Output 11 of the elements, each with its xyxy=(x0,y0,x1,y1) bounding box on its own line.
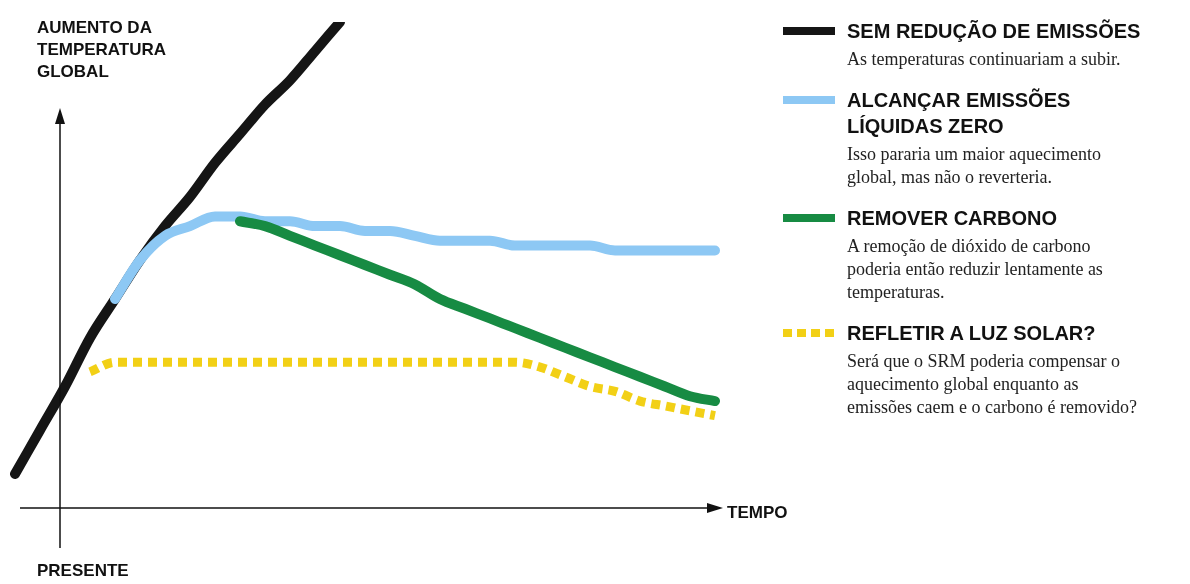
text: PRESENTE xyxy=(37,560,129,582)
text: As temperaturas continuariam a subir. xyxy=(847,48,1122,71)
legend-label: REFLETIR A LUZ SOLAR? xyxy=(847,321,1097,346)
x-axis-title: TEMPO xyxy=(727,502,788,524)
text: Será que o SRM poderia compensar o aquecimento global enquanto as emissões caem e o carbono é removido? xyxy=(847,350,1137,419)
legend-label: ALCANÇAR EMISSÕES LÍQUIDAS ZERO xyxy=(847,87,1072,139)
text: A remoção de dióxido de carbono poderia então reduzir lentamente as temperaturas. xyxy=(847,235,1104,304)
y-axis-title: AUMENTO DA TEMPERATURA GLOBAL xyxy=(37,17,167,83)
text: Isso pararia um maior aquecimento global, mas não o reverteria. xyxy=(847,143,1102,189)
legend-label: REMOVER CARBONO xyxy=(847,206,1058,231)
legend-label: SEM REDUÇÃO DE EMISSÕES xyxy=(847,18,1142,44)
